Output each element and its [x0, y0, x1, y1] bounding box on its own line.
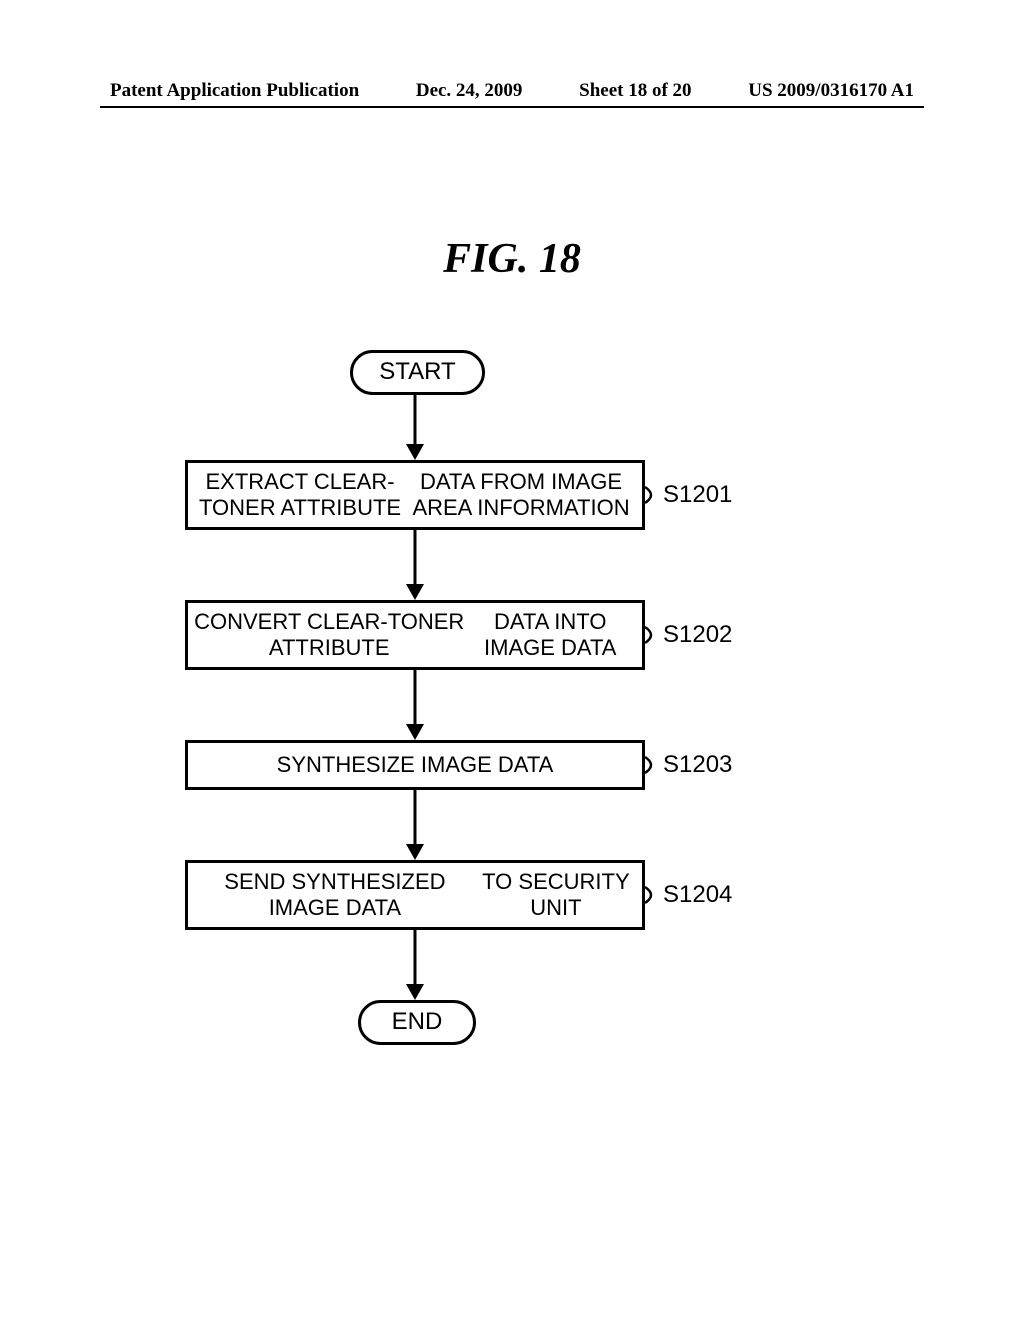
flow-node-s1204: SEND SYNTHESIZED IMAGE DATATO SECURITY U…: [185, 860, 645, 930]
flow-arrow: [397, 790, 433, 860]
flow-node-end: END: [358, 1000, 476, 1045]
flow-node-s1201: EXTRACT CLEAR-TONER ATTRIBUTEDATA FROM I…: [185, 460, 645, 530]
page-header: Patent Application Publication Dec. 24, …: [0, 80, 1024, 102]
flow-node-text: START: [379, 358, 455, 387]
flow-step-label: S1201: [663, 481, 732, 509]
flow-node-text: EXTRACT CLEAR-TONER ATTRIBUTE: [194, 469, 406, 522]
flow-node-text: DATA FROM IMAGE AREA INFORMATION: [406, 469, 636, 522]
flow-step-label: S1202: [663, 621, 732, 649]
flow-arrow: [397, 670, 433, 740]
flow-node-text: TO SECURITY UNIT: [476, 869, 636, 922]
page-root: Patent Application Publication Dec. 24, …: [0, 0, 1024, 1320]
flow-node-text: SEND SYNTHESIZED IMAGE DATA: [194, 869, 476, 922]
flow-node-text: END: [392, 1008, 443, 1037]
flow-node-text: SYNTHESIZE IMAGE DATA: [277, 752, 554, 778]
flow-step-label: S1204: [663, 881, 732, 909]
flow-node-s1203: SYNTHESIZE IMAGE DATA: [185, 740, 645, 790]
flow-node-start: START: [350, 350, 485, 395]
header-right: US 2009/0316170 A1: [748, 80, 914, 102]
flow-node-text: DATA INTO IMAGE DATA: [464, 609, 636, 662]
header-rule: [100, 106, 924, 108]
flow-node-s1202: CONVERT CLEAR-TONER ATTRIBUTEDATA INTO I…: [185, 600, 645, 670]
header-left: Patent Application Publication: [110, 80, 359, 102]
flow-node-text: CONVERT CLEAR-TONER ATTRIBUTE: [194, 609, 464, 662]
flow-step-label: S1203: [663, 751, 732, 779]
flow-arrow: [397, 530, 433, 600]
header-date: Dec. 24, 2009: [416, 80, 523, 102]
header-sheet: Sheet 18 of 20: [579, 80, 691, 102]
flow-arrow: [397, 395, 433, 460]
figure-title: FIG. 18: [0, 235, 1024, 283]
flow-arrow: [397, 930, 433, 1000]
